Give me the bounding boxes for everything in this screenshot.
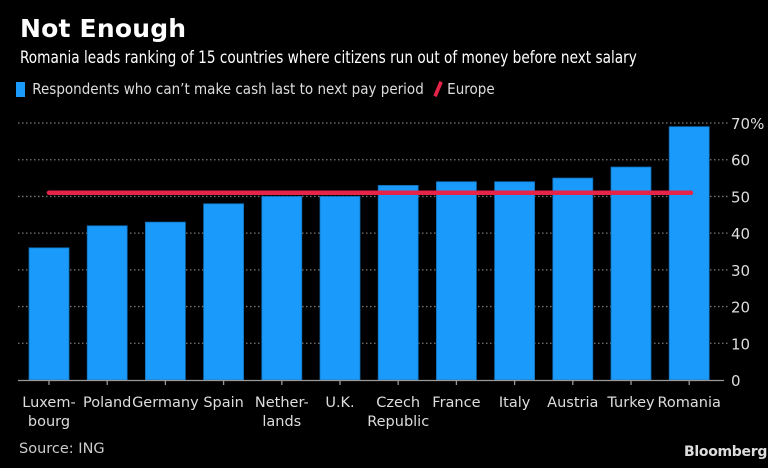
bar (668, 126, 710, 381)
y-tick-label: 60 (731, 152, 750, 170)
x-tick-label: Turkey (606, 395, 655, 411)
bar (552, 177, 594, 381)
bar (28, 247, 70, 381)
x-tick-label: Luxem-bourg (22, 395, 75, 430)
source-note: Source: ING (19, 441, 105, 457)
x-tick-label-line: Austria (547, 395, 598, 411)
x-tick-label-line: Republic (367, 414, 429, 430)
x-tick-label: U.K. (325, 395, 354, 411)
x-tick-label: Austria (547, 395, 598, 411)
y-tick-label: 10 (731, 335, 750, 353)
x-tick-label-line: France (432, 395, 480, 411)
bar (261, 196, 303, 381)
bar (144, 221, 186, 381)
y-tick-label: 40 (731, 225, 750, 243)
chart-title: Not Enough (20, 14, 187, 43)
bar (610, 166, 652, 381)
x-axis: Luxem-bourg Poland Germany Spain Nether-land… (18, 379, 724, 430)
x-tick-label: Czech Republic (367, 395, 429, 430)
bar (319, 196, 361, 381)
x-tick-label-line: U.K. (325, 395, 354, 411)
x-tick-label-line: lands (262, 414, 301, 430)
x-tick-label-line: Romania (657, 395, 720, 411)
x-tick-label-line: Luxem- (22, 395, 75, 411)
x-tick-label-line: Germany (132, 395, 199, 411)
x-tick-label-line: Spain (203, 395, 244, 411)
bar (377, 185, 419, 381)
x-tick-label: Poland (83, 395, 131, 411)
bar (86, 225, 128, 381)
bar (203, 203, 245, 381)
bars (28, 126, 710, 381)
x-tick-label: Nether-lands (255, 395, 309, 430)
x-tick-label: Spain (203, 395, 244, 411)
bar (435, 181, 477, 381)
x-tick-label: Germany (132, 395, 199, 411)
y-tick-label: 0 (731, 372, 741, 390)
y-tick-label: 20 (731, 299, 750, 317)
y-axis: 0 10 20 30 40 50 60 70% (731, 115, 764, 390)
x-tick-label: Romania (657, 395, 720, 411)
chart-subtitle: Romania leads ranking of 15 countries wh… (20, 48, 637, 67)
y-tick-label: 50 (731, 188, 750, 206)
x-tick-label: Italy (499, 395, 531, 411)
x-tick-label-line: Czech (376, 395, 420, 411)
x-tick-label-line: Poland (83, 395, 131, 411)
legend-bar-swatch (16, 81, 25, 97)
y-tick-label: 30 (731, 262, 750, 280)
x-tick-label-line: Italy (499, 395, 531, 411)
legend: Respondents who can’t make cash last to … (16, 80, 495, 98)
legend-reference-label: Europe (447, 80, 495, 98)
x-tick-label-line: Turkey (606, 395, 655, 411)
legend-series-label: Respondents who can’t make cash last to … (32, 80, 424, 98)
bloomberg-logo: Bloomberg (684, 444, 768, 460)
x-tick-label-line: Nether- (255, 395, 309, 411)
x-tick-label: France (432, 395, 480, 411)
x-tick-label-line: bourg (28, 414, 70, 430)
y-tick-label: 70% (731, 115, 764, 133)
bar (494, 181, 536, 381)
